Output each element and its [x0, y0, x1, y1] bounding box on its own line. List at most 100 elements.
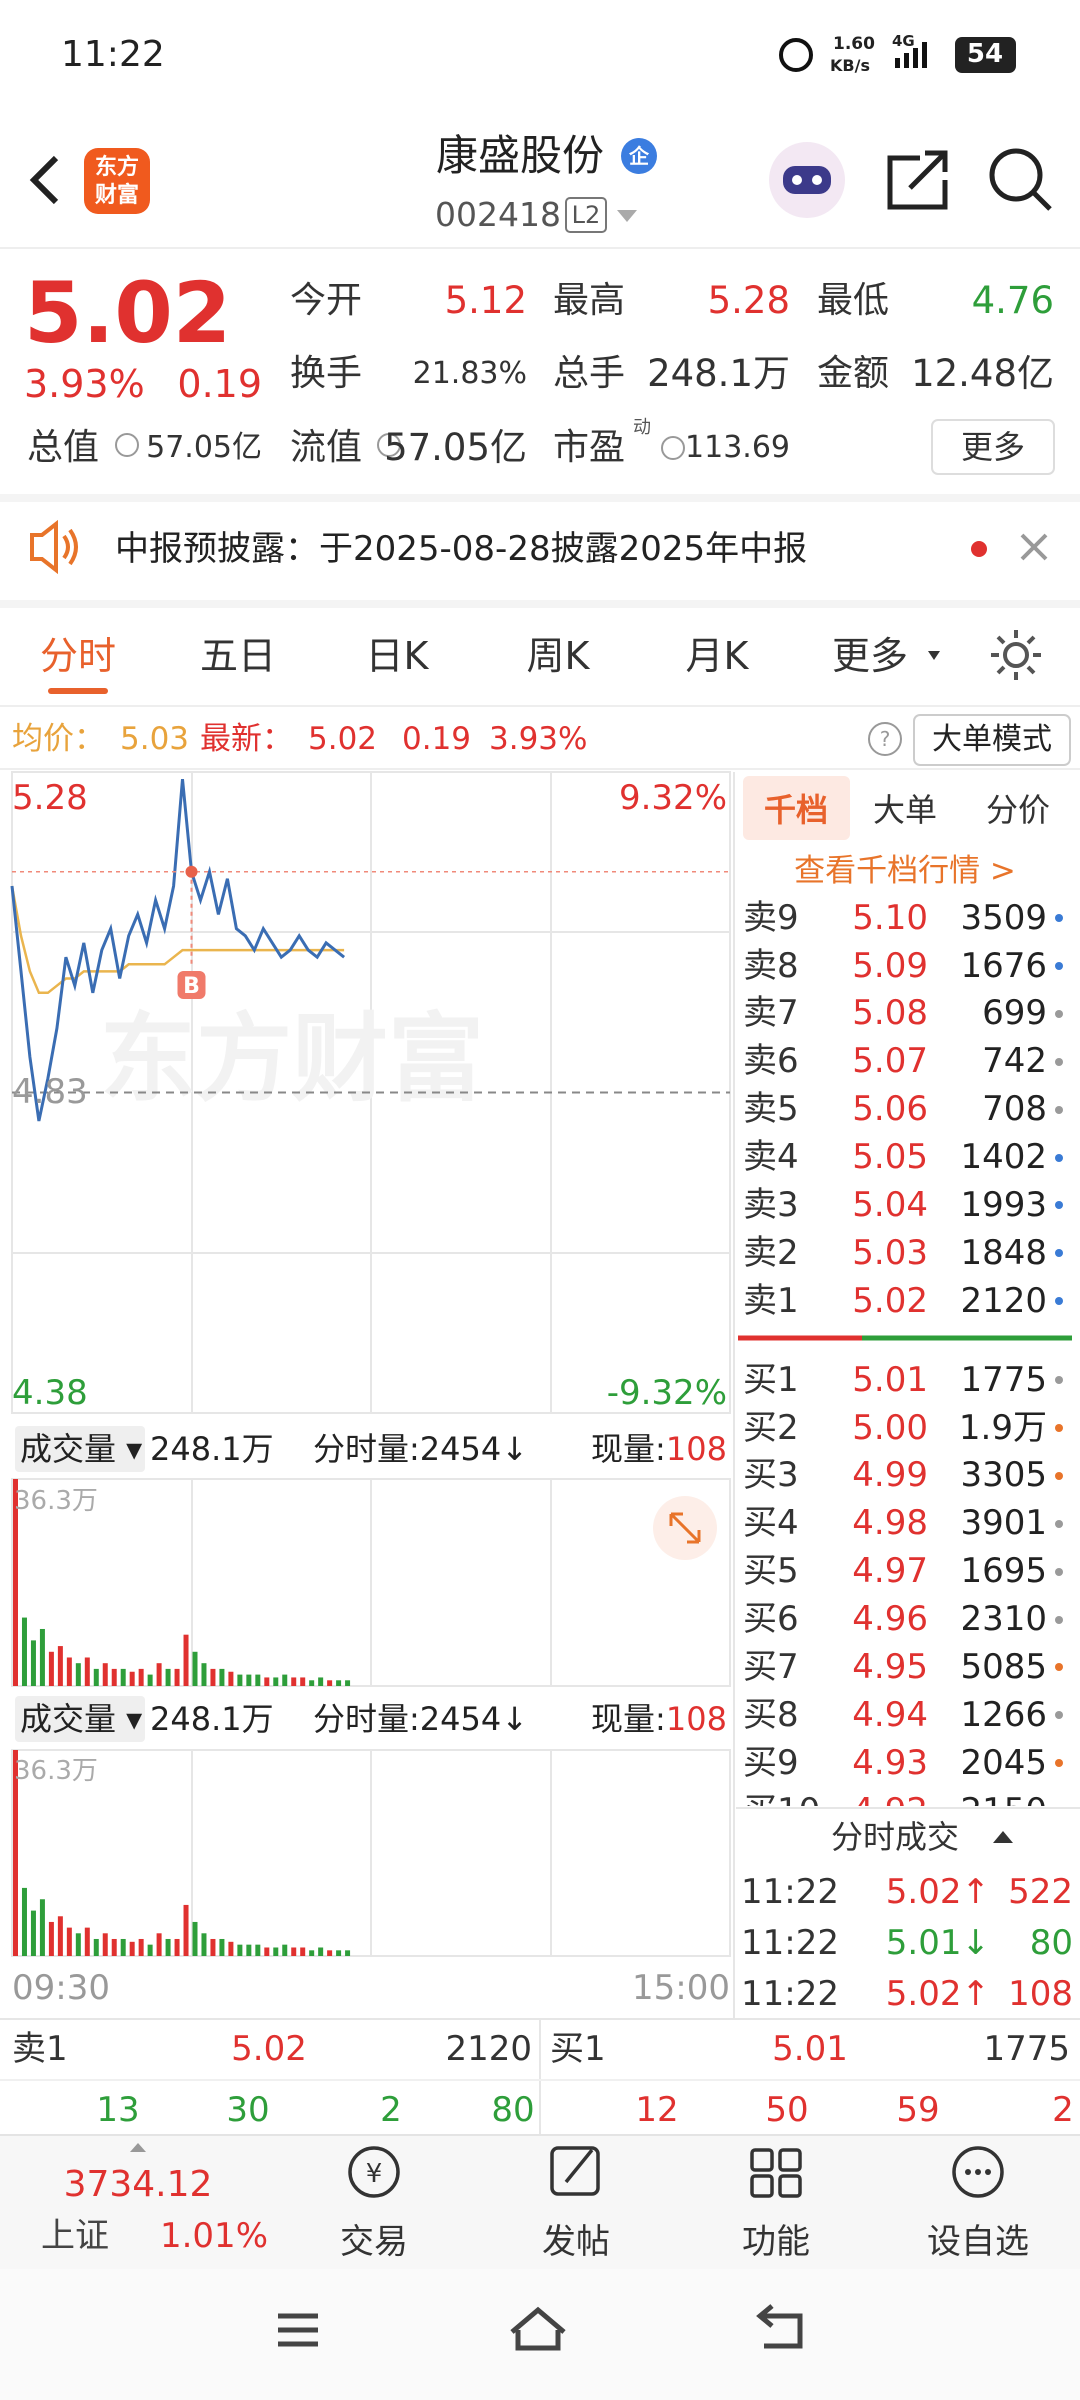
- volume-title[interactable]: 成交量 ▾: [20, 1699, 143, 1738]
- book-price: 4.92: [852, 1791, 928, 1806]
- nav-label[interactable]: 设自选: [927, 2221, 1029, 2262]
- book-side: 买9: [743, 1742, 799, 1783]
- volume-bar: [327, 1950, 333, 1956]
- logo-text: 东方: [94, 154, 139, 180]
- book-dot: [1055, 1471, 1063, 1480]
- latest-change: 0.19: [402, 721, 472, 758]
- buy-count: 59: [896, 2089, 940, 2130]
- tab[interactable]: 五日: [199, 634, 276, 679]
- sell-count: 13: [96, 2089, 140, 2130]
- book-price: 5.00: [852, 1407, 928, 1448]
- stat-value: 4.76: [971, 278, 1054, 322]
- book-side: 卖9: [743, 897, 799, 938]
- book-volume: 1993: [960, 1185, 1047, 1225]
- notice-text[interactable]: 中报预披露：于2025-08-28披露2025年中报: [115, 528, 808, 569]
- book-tab[interactable]: 大单: [872, 790, 937, 829]
- volume-bar: [219, 1668, 225, 1686]
- book-volume: 2120: [960, 1280, 1047, 1321]
- sell-count: 2: [380, 2089, 402, 2130]
- stat-label: 换手: [290, 353, 363, 395]
- book-volume: 3509: [960, 897, 1047, 938]
- trades-title[interactable]: 分时成交: [830, 1817, 959, 1856]
- home-button[interactable]: [510, 2306, 566, 2351]
- more-button[interactable]: [931, 419, 1055, 475]
- share-button[interactable]: [887, 150, 948, 210]
- speaker-icon: [30, 519, 78, 575]
- more-button[interactable]: 更多: [960, 427, 1025, 466]
- nav-label[interactable]: 发帖: [542, 2221, 610, 2262]
- x-label: 09:30: [12, 1967, 110, 2008]
- volume-bar: [282, 1674, 288, 1686]
- stat-label: 总值: [27, 427, 100, 469]
- nav-label[interactable]: 交易: [340, 2221, 408, 2262]
- notice-close[interactable]: [1020, 533, 1048, 561]
- stat-label: 今开: [290, 280, 363, 322]
- tab[interactable]: 分时: [39, 634, 116, 679]
- volume-bar: [183, 1904, 189, 1956]
- book-side: 卖1: [743, 1280, 799, 1321]
- active-tab-underline: [48, 688, 108, 694]
- stat-value: 21.83%: [412, 356, 527, 391]
- buy-marker: [177, 971, 206, 999]
- level-box: [565, 197, 607, 233]
- book-price: 4.96: [852, 1599, 928, 1640]
- nav-label[interactable]: 功能: [742, 2221, 810, 2262]
- volume-bar: [102, 1663, 108, 1686]
- level1-volume: 1775: [983, 2028, 1070, 2069]
- tab[interactable]: 周K: [526, 634, 590, 679]
- book-tab[interactable]: 千档: [763, 790, 828, 829]
- book-dot: [1055, 961, 1063, 970]
- volume-bar: [201, 1933, 207, 1956]
- book-dot: [1055, 1663, 1063, 1672]
- book-side: 买8: [743, 1694, 799, 1735]
- trade-volume: 80: [1029, 1922, 1073, 1963]
- watchlist-icon[interactable]: [952, 2146, 1004, 2198]
- function-icon[interactable]: [750, 2148, 774, 2172]
- mode-button[interactable]: [913, 714, 1071, 766]
- latest-value: 5.02: [308, 721, 378, 758]
- volume-title[interactable]: 成交量 ▾: [20, 1429, 143, 1468]
- volume-bar: [165, 1668, 171, 1686]
- tab[interactable]: 日K: [365, 634, 429, 679]
- menu-button[interactable]: [278, 2313, 318, 2347]
- post-icon[interactable]: [550, 2146, 600, 2196]
- mode-button[interactable]: 大单模式: [932, 722, 1052, 757]
- volume-bar: [336, 1950, 342, 1956]
- back-button[interactable]: [29, 155, 59, 205]
- stat-value: 5.12: [444, 278, 527, 322]
- volume-bar: [237, 1944, 243, 1956]
- search-button[interactable]: [989, 148, 1052, 211]
- volume-bar: [210, 1668, 216, 1686]
- index-value[interactable]: 3734.12: [63, 2164, 213, 2206]
- price: 5.02: [24, 263, 232, 362]
- tab[interactable]: 更多: [831, 634, 908, 679]
- book-price: 4.93: [852, 1742, 928, 1783]
- book-link[interactable]: 查看千档行情 >: [794, 853, 1016, 890]
- volume-bar: [93, 1668, 99, 1686]
- book-side: 买7: [743, 1647, 799, 1687]
- volume-bar: [111, 1668, 117, 1686]
- book-dot: [1055, 1249, 1063, 1258]
- volume-bar: [228, 1671, 234, 1686]
- book-volume: 742: [982, 1041, 1047, 1082]
- volume-bar: [246, 1674, 252, 1686]
- back-nav-button[interactable]: [756, 2304, 803, 2349]
- book-dot: [1055, 1376, 1063, 1384]
- volume-bar: [327, 1680, 333, 1686]
- stock-name: 康盛股份: [435, 130, 604, 180]
- book-price: 4.94: [852, 1694, 928, 1735]
- volume-bar: [93, 1938, 99, 1956]
- dropdown-arrow[interactable]: [617, 210, 637, 222]
- volume-bar: [237, 1674, 243, 1686]
- volume-bar: [282, 1944, 288, 1956]
- avg-label: 均价：: [12, 721, 105, 758]
- tab[interactable]: 月K: [685, 634, 749, 679]
- volume-bar: [84, 1657, 90, 1686]
- trade-icon[interactable]: [348, 2146, 400, 2198]
- settings-button[interactable]: [991, 630, 1041, 680]
- book-tab[interactable]: 分价: [985, 790, 1050, 829]
- help-icon[interactable]: [868, 722, 902, 756]
- trade-price: 5.02↑: [885, 1871, 990, 1912]
